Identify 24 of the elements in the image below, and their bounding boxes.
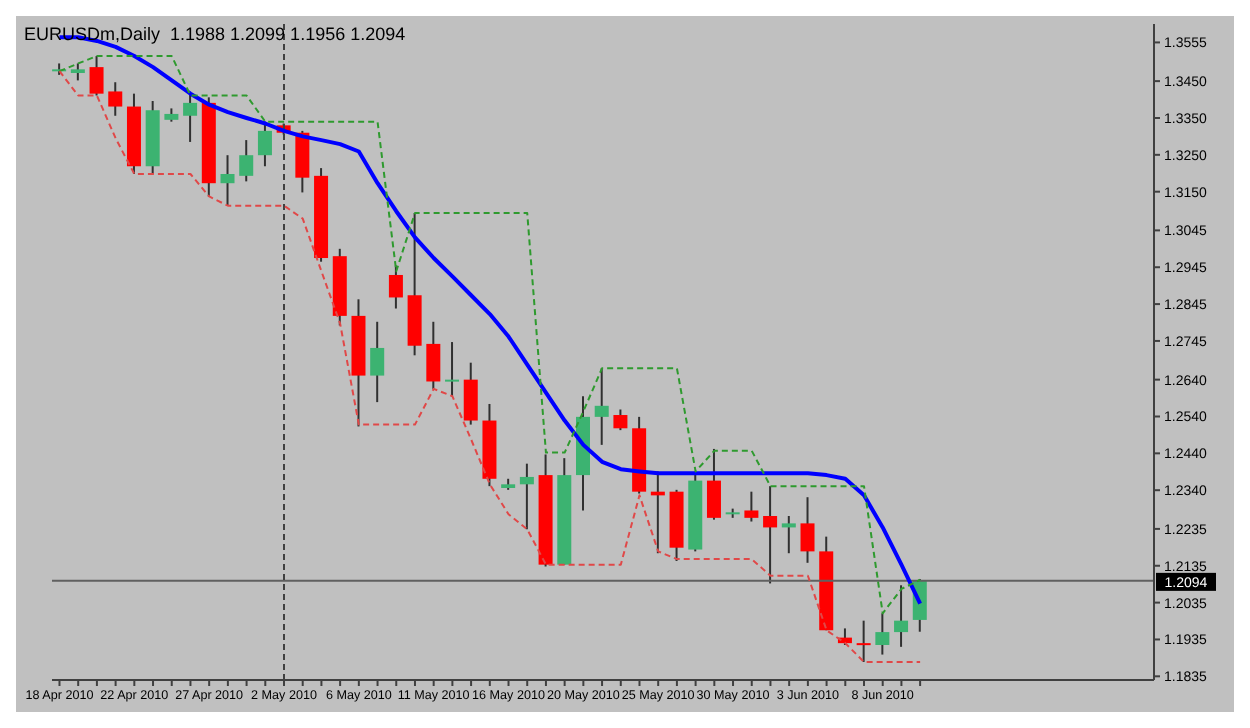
candlestick bbox=[108, 81, 123, 117]
candlestick bbox=[744, 490, 759, 523]
candlestick bbox=[706, 447, 721, 521]
candlestick bbox=[89, 55, 104, 97]
candlestick bbox=[426, 320, 441, 390]
candlestick bbox=[388, 264, 403, 310]
candlestick bbox=[763, 485, 778, 585]
candlestick bbox=[445, 341, 460, 398]
candlestick bbox=[875, 612, 890, 656]
candlestick bbox=[295, 129, 310, 194]
candlestick bbox=[239, 139, 254, 183]
candlestick bbox=[370, 320, 385, 404]
candlestick bbox=[183, 92, 198, 143]
candlestick bbox=[856, 619, 871, 663]
candlestick bbox=[594, 367, 609, 446]
candlestick bbox=[781, 515, 796, 555]
candlestick bbox=[257, 120, 272, 168]
candlestick bbox=[220, 154, 235, 207]
chart-title: EURUSDm,Daily 1.1988 1.2099 1.1956 1.2094 bbox=[24, 24, 406, 44]
candlestick bbox=[463, 361, 478, 426]
candlestick bbox=[519, 462, 534, 531]
candlestick bbox=[613, 408, 628, 432]
candlestick bbox=[800, 496, 815, 564]
candlestick bbox=[894, 584, 909, 648]
